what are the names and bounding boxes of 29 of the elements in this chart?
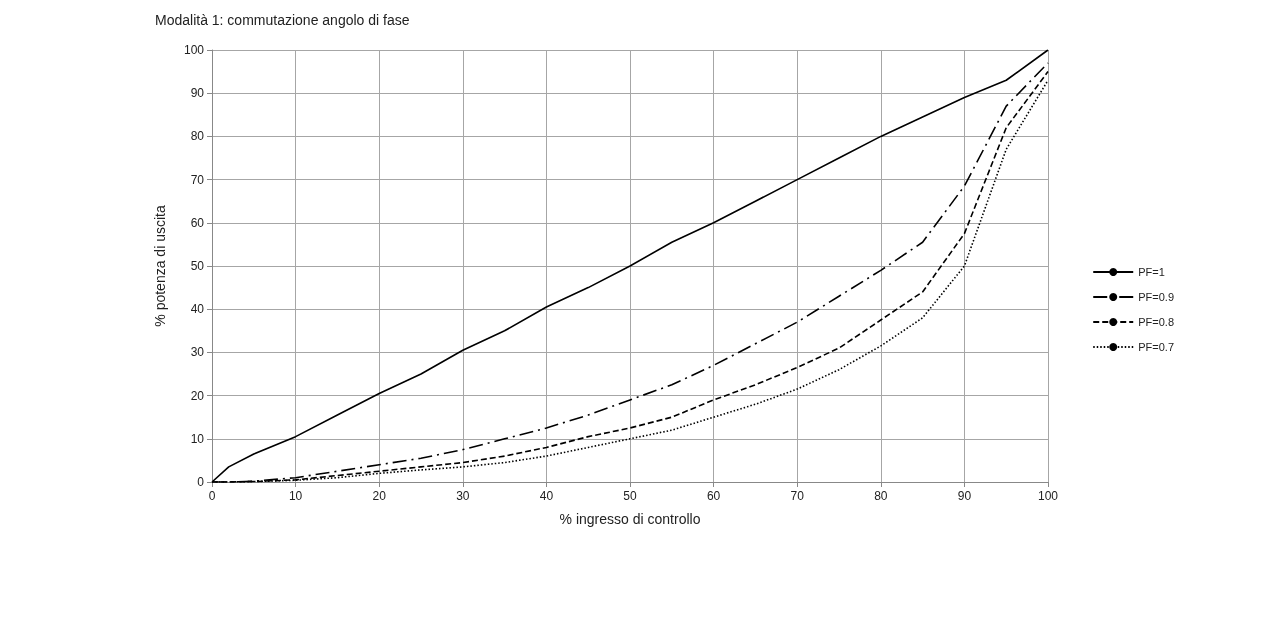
chart-title: Modalità 1: commutazione angolo di fase <box>155 12 410 28</box>
x-tick-label: 100 <box>1037 489 1059 503</box>
y-tick-label: 50 <box>190 259 205 273</box>
x-tick-label: 0 <box>208 489 216 503</box>
legend-label: PF=0.7 <box>1138 341 1175 353</box>
x-tick-label: 10 <box>288 489 303 503</box>
x-tick-label: 70 <box>790 489 805 503</box>
x-tick-label: 80 <box>874 489 888 503</box>
x-tick-label: 60 <box>706 489 721 503</box>
y-tick-label: 80 <box>190 129 205 144</box>
legend-label: PF=1 <box>1138 266 1165 278</box>
y-tick-label: 40 <box>190 302 205 317</box>
y-tick-label: 60 <box>190 215 205 230</box>
legend-label: PF=0.9 <box>1138 291 1175 303</box>
y-tick-label: 100 <box>183 43 205 57</box>
y-tick-label: 30 <box>190 345 205 360</box>
legend-label: PF=0.8 <box>1138 316 1175 328</box>
x-tick-label: 90 <box>957 489 972 503</box>
y-tick-label: 10 <box>190 431 205 446</box>
y-tick-label: 70 <box>190 172 205 187</box>
y-axis-title: % potenza di uscita <box>152 205 168 327</box>
x-tick-label: 20 <box>372 489 387 503</box>
y-tick-label: 20 <box>190 388 205 403</box>
x-tick-label: 40 <box>539 489 554 503</box>
y-tick-label: 90 <box>190 86 205 101</box>
x-tick-label: 30 <box>456 489 470 503</box>
x-tick-label: 50 <box>623 489 637 503</box>
x-axis-title: % ingresso di controllo <box>559 511 701 527</box>
y-tick-label: 0 <box>197 475 205 489</box>
